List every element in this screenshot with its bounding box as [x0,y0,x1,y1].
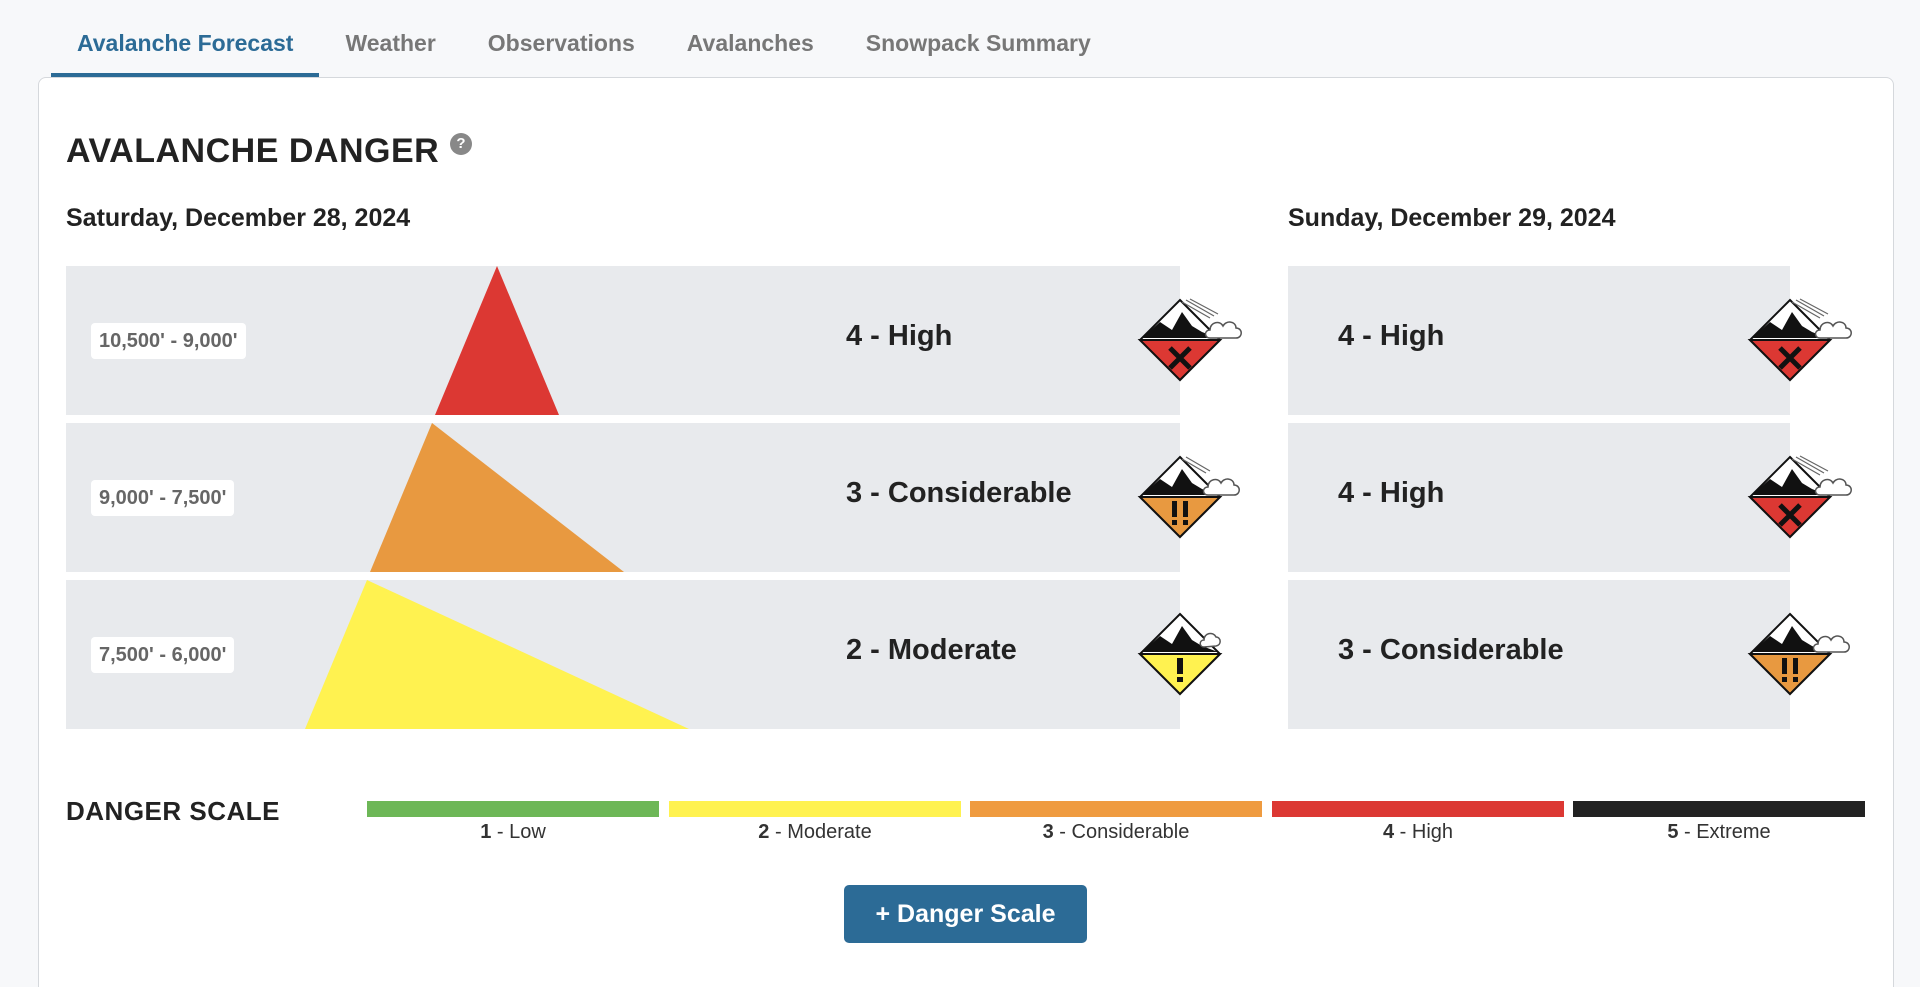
scale-name: - High [1394,821,1454,843]
day2-band-middle: 4 - High [1288,423,1790,572]
scale-num: 2 [758,821,770,843]
danger-scale-label: DANGER SCALE [66,796,281,826]
danger-rating: 2 - Moderate [846,634,1017,666]
scale-name: - Considerable [1053,821,1190,843]
scale-text-high: 4 - High [1272,821,1564,844]
scale-name: - Extreme [1678,821,1771,843]
scale-name: - Moderate [769,821,872,843]
danger-rating: 4 - High [1338,320,1445,352]
scale-text-considerable: 3 - Considerable [970,821,1262,844]
day2-band-upper: 4 - High [1288,266,1790,415]
danger-scale-button[interactable]: + Danger Scale [844,885,1087,943]
tab-avalanches[interactable]: Avalanches [686,30,814,56]
tab-observations[interactable]: Observations [487,30,635,56]
danger-rating: 3 - Considerable [846,477,1072,509]
tab-snowpack-summary[interactable]: Snowpack Summary [865,30,1091,56]
elevation-label: 9,000' - 7,500' [91,480,235,516]
danger-rating: 3 - Considerable [1338,634,1564,666]
day1-date: Saturday, December 28, 2024 [66,204,411,232]
elevation-label: 7,500' - 6,000' [91,637,235,673]
section-title: AVALANCHE DANGER [66,132,440,170]
day1-band-upper: 10,500' - 9,000' 4 - High [66,266,1180,415]
tab-avalanche-forecast[interactable]: Avalanche Forecast [51,14,320,78]
danger-rating: 4 - High [846,320,953,352]
scale-bar-moderate [669,801,961,817]
tab-bar: Avalanche Forecast Weather Observations … [51,14,1117,78]
scale-text-extreme: 5 - Extreme [1573,821,1865,844]
danger-rating: 4 - High [1338,477,1445,509]
day1-band-lower: 7,500' - 6,000' 2 - Moderate [66,580,1180,729]
scale-name: - Low [491,821,546,843]
question-circle-icon[interactable]: ? [450,133,472,155]
scale-num: 5 [1667,821,1679,843]
scale-bar-extreme [1573,801,1865,817]
scale-num: 1 [480,821,492,843]
day2-date: Sunday, December 29, 2024 [1288,204,1616,232]
scale-bar-high [1272,801,1564,817]
scale-bar-low [367,801,659,817]
scale-bar-considerable [970,801,1262,817]
scale-num: 4 [1382,821,1395,843]
scale-text-low: 1 - Low [367,821,659,844]
scale-num: 3 [1042,821,1054,843]
tab-weather[interactable]: Weather [345,30,436,56]
day1-band-middle: 9,000' - 7,500' 3 - Considerable [66,423,1180,572]
scale-text-moderate: 2 - Moderate [669,821,961,844]
elevation-label: 10,500' - 9,000' [91,323,246,359]
day2-band-lower: 3 - Considerable [1288,580,1790,729]
